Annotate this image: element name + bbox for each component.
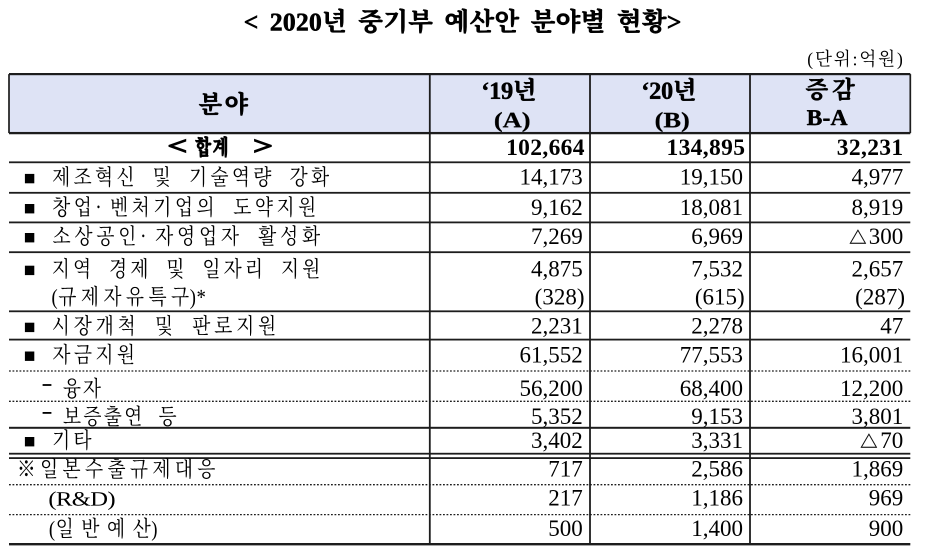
svg-text:500: 500 (548, 516, 583, 541)
svg-text:61,552: 61,552 (520, 342, 583, 367)
svg-text:2,657: 2,657 (852, 257, 904, 282)
svg-text:2,278: 2,278 (691, 314, 743, 339)
svg-text:900: 900 (869, 516, 904, 541)
svg-text:56,200: 56,200 (520, 376, 583, 401)
svg-text:300: 300 (869, 224, 904, 249)
svg-text:1,400: 1,400 (691, 516, 743, 541)
svg-text:14,173: 14,173 (520, 165, 583, 190)
svg-text:102,664: 102,664 (506, 135, 585, 161)
svg-text:7,269: 7,269 (531, 224, 583, 249)
svg-text:(328): (328) (535, 284, 585, 309)
svg-text:134,895: 134,895 (666, 135, 745, 161)
svg-text:1,186: 1,186 (691, 486, 743, 511)
svg-text:1,869: 1,869 (852, 457, 904, 482)
svg-text:3,331: 3,331 (691, 428, 743, 453)
svg-text:4,977: 4,977 (852, 165, 904, 190)
svg-text:9,153: 9,153 (691, 404, 743, 429)
svg-text:9,162: 9,162 (531, 195, 583, 220)
svg-text:2,586: 2,586 (691, 457, 743, 482)
svg-text:4,875: 4,875 (531, 257, 583, 282)
svg-text:(615): (615) (695, 284, 745, 309)
svg-text:68,400: 68,400 (680, 376, 743, 401)
svg-text:3,801: 3,801 (852, 404, 904, 429)
svg-text:19,150: 19,150 (680, 165, 743, 190)
svg-text:217: 217 (548, 486, 583, 511)
svg-text:12,200: 12,200 (840, 376, 903, 401)
svg-text:32,231: 32,231 (837, 135, 904, 161)
svg-text:969: 969 (869, 486, 904, 511)
svg-text:2,231: 2,231 (531, 314, 583, 339)
svg-text:8,919: 8,919 (852, 195, 904, 220)
svg-text:6,969: 6,969 (691, 224, 743, 249)
svg-text:47: 47 (880, 314, 903, 339)
svg-text:717: 717 (548, 457, 583, 482)
svg-text:70: 70 (880, 428, 903, 453)
svg-text:5,352: 5,352 (531, 404, 583, 429)
svg-text:77,553: 77,553 (680, 342, 743, 367)
svg-text:16,001: 16,001 (840, 342, 903, 367)
svg-text:7,532: 7,532 (691, 257, 743, 282)
svg-text:(287): (287) (855, 284, 905, 309)
svg-text:3,402: 3,402 (531, 428, 583, 453)
svg-text:18,081: 18,081 (680, 195, 743, 220)
